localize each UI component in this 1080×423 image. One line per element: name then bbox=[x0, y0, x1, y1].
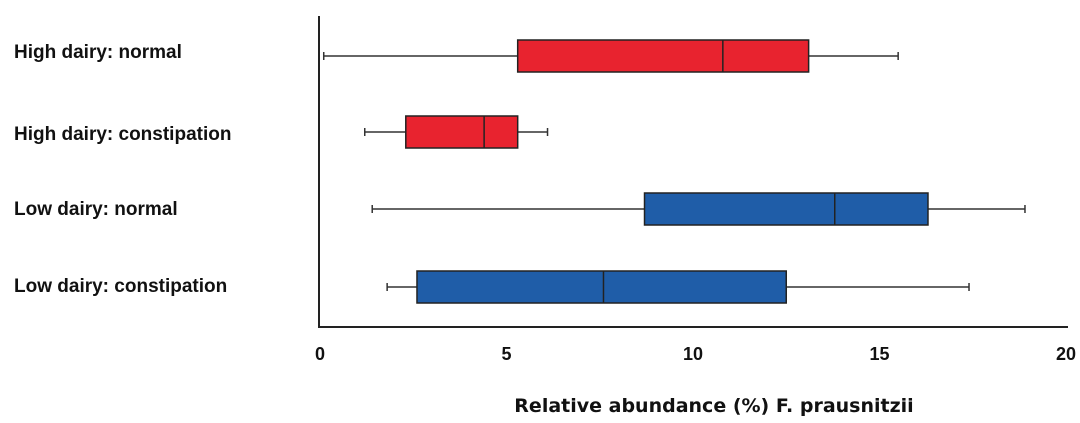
category-label-high-dairy-normal: High dairy: normal bbox=[14, 42, 182, 63]
x-tick-label-10: 10 bbox=[683, 344, 703, 364]
x-axis-label: Relative abundance (%) F. prausnitzii bbox=[514, 395, 913, 417]
box-high-dairy-normal bbox=[322, 39, 899, 73]
iqr-box bbox=[516, 39, 810, 73]
iqr-box bbox=[416, 270, 787, 304]
category-label-low-dairy-constipation: Low dairy: constipation bbox=[14, 276, 227, 297]
category-label-low-dairy-normal: Low dairy: normal bbox=[14, 199, 178, 220]
x-tick-label-5: 5 bbox=[501, 344, 511, 364]
category-label-high-dairy-constipation: High dairy: constipation bbox=[14, 124, 231, 145]
category-labels: High dairy: normal High dairy: constipat… bbox=[14, 42, 231, 297]
box-low-dairy-normal bbox=[371, 192, 1026, 226]
x-tick-label-20: 20 bbox=[1056, 344, 1076, 364]
x-tick-label-15: 15 bbox=[869, 344, 889, 364]
x-tick-label-0: 0 bbox=[315, 344, 325, 364]
box-low-dairy-constipation bbox=[386, 270, 970, 304]
iqr-box bbox=[643, 192, 929, 226]
x-tick-labels: 0 5 10 15 20 bbox=[315, 344, 1076, 364]
box-group bbox=[322, 39, 1026, 304]
box-high-dairy-constipation bbox=[364, 115, 549, 149]
iqr-box bbox=[405, 115, 519, 149]
